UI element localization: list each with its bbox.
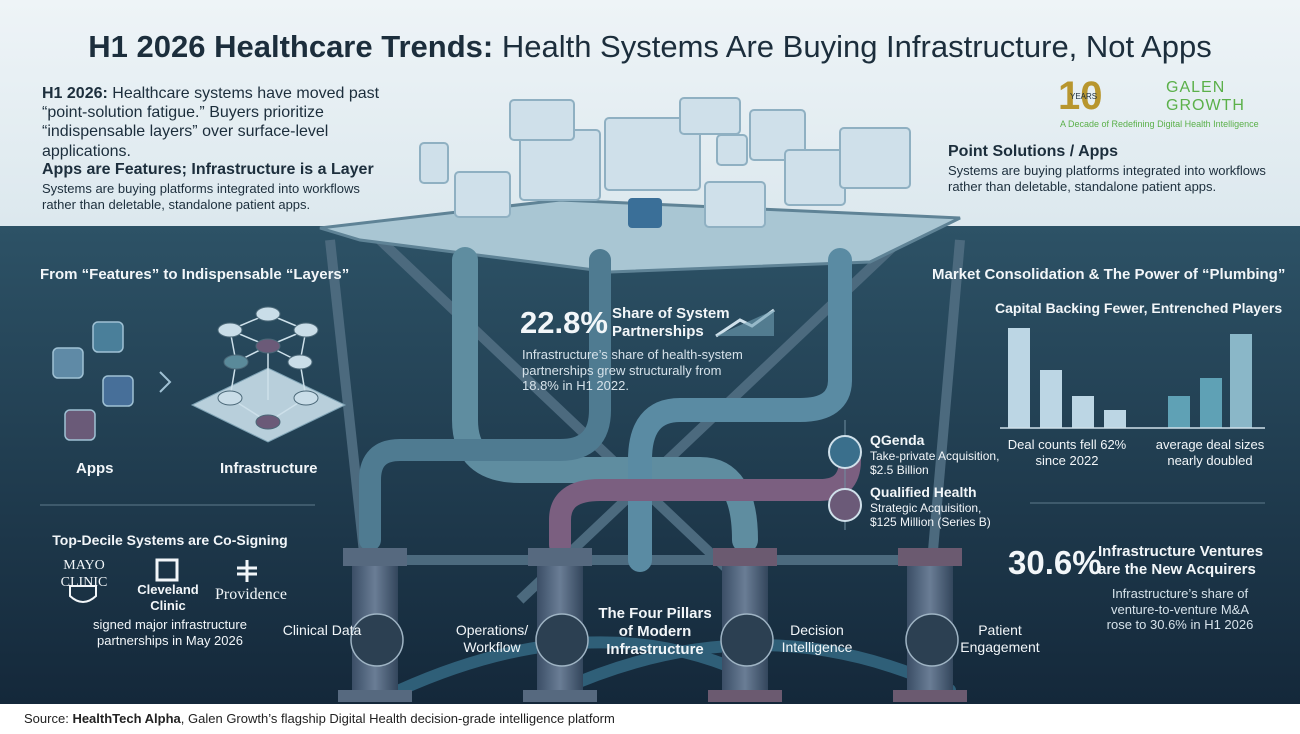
stat-text: Infrastructure’s share of health-system … — [522, 347, 743, 394]
apps-label: Apps — [76, 460, 114, 477]
cosign-text: signed major infrastructure partnerships… — [93, 617, 247, 648]
logo-years-word: YEARS — [1070, 92, 1098, 101]
title-rest: Health Systems Are Buying Infrastructure… — [501, 29, 1212, 64]
market-heading: Market Consolidation & The Power of “Plu… — [932, 266, 1286, 283]
pillar-label: Patient Engagement — [960, 622, 1040, 655]
apps-heading: Apps are Features; Infrastructure is a L… — [42, 161, 374, 178]
point-solutions-heading: Point Solutions / Apps — [948, 143, 1119, 160]
stat2-value: 30.6% — [1008, 544, 1102, 581]
stat-label: Share of System Partnerships — [612, 305, 730, 340]
logo-tagline: A Decade of Redefining Digital Health In… — [1060, 119, 1259, 129]
pillar-label: Clinical Data — [282, 622, 362, 638]
cosign-logo-3: Providence — [215, 586, 287, 603]
footer-source: HealthTech Alpha — [72, 711, 181, 726]
deal-name: QGenda — [870, 432, 925, 448]
intro-label: H1 2026: — [42, 85, 108, 102]
cosign-logo-1: MAYO CLINIC — [60, 558, 108, 590]
deal-name: Qualified Health — [870, 484, 977, 500]
logo-name-1: GALEN — [1166, 79, 1226, 96]
stat-value: 22.8% — [520, 305, 608, 340]
point-solutions-text: Systems are buying platforms integrated … — [948, 163, 1266, 194]
market-subheading: Capital Backing Fewer, Entrenched Player… — [995, 300, 1283, 316]
title-lead: H1 2026 Healthcare Trends: — [88, 29, 494, 64]
logo-name-2: GROWTH — [1166, 97, 1245, 114]
intro-text: Healthcare systems have moved past “poin… — [42, 85, 380, 160]
chart-caption-2: average deal sizes nearly doubled — [1155, 437, 1265, 468]
intro: H1 2026: Healthcare systems have moved p… — [42, 84, 392, 161]
title: H1 2026 Healthcare Trends: Health System… — [0, 28, 1300, 65]
cosign-logo-2: Cleveland Clinic — [137, 582, 199, 613]
pillar-label: Decision Intelligence — [781, 622, 853, 655]
deal-detail: Strategic Acquisition, $125 Million (Ser… — [870, 501, 991, 530]
footer: Source: HealthTech Alpha, Galen Growth’s… — [24, 711, 615, 727]
footer-text: , Galen Growth’s flagship Digital Health… — [180, 711, 615, 726]
pillar-label: Operations/ Workflow — [455, 622, 529, 655]
infrastructure-label: Infrastructure — [220, 460, 318, 477]
footer-label: Source: — [24, 711, 69, 726]
pillars-title: The Four Pillars of Modern Infrastructur… — [598, 605, 712, 658]
stat2-text: Infrastructure’s share of venture-to-ven… — [1106, 586, 1254, 633]
cosign-heading: Top-Decile Systems are Co-Signing — [52, 532, 288, 548]
chart-caption-1: Deal counts fell 62% since 2022 — [1007, 437, 1127, 468]
stat2-label: Infrastructure Ventures are the New Acqu… — [1098, 543, 1264, 578]
deal-detail: Take-private Acquisition, $2.5 Billion — [870, 449, 1000, 478]
logo-years: 10 — [1058, 74, 1103, 118]
apps-text: Systems are buying platforms integrated … — [42, 181, 360, 212]
features-heading: From “Features” to Indispensable “Layers… — [40, 266, 350, 283]
